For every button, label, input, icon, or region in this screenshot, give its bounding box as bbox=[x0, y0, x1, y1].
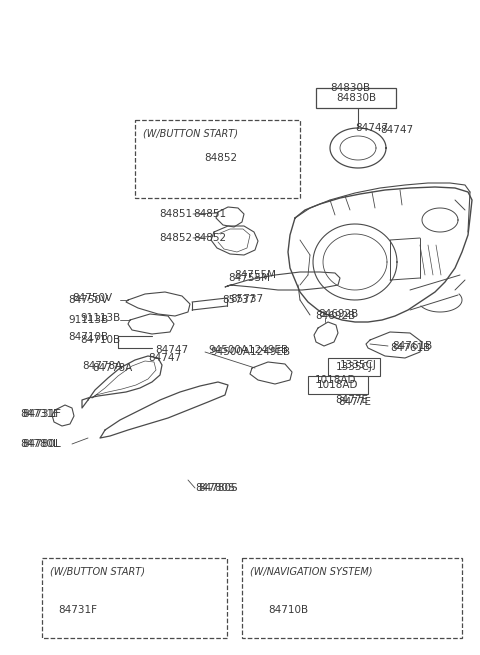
Text: 91113B: 91113B bbox=[80, 313, 120, 323]
Text: 84692B: 84692B bbox=[318, 309, 358, 319]
Text: 84747: 84747 bbox=[380, 125, 413, 135]
Text: 94500A1249EB: 94500A1249EB bbox=[208, 345, 288, 355]
Text: 84851: 84851 bbox=[159, 209, 192, 219]
Text: (W/BUTTON START): (W/BUTTON START) bbox=[50, 567, 145, 577]
Text: 8477E: 8477E bbox=[338, 397, 371, 407]
Text: 84710B: 84710B bbox=[268, 605, 308, 615]
Text: 84692B: 84692B bbox=[315, 311, 355, 321]
Text: 84780L: 84780L bbox=[22, 439, 61, 449]
Text: (W/NAVIGATION SYSTEM): (W/NAVIGATION SYSTEM) bbox=[250, 567, 372, 577]
Bar bbox=[42, 558, 227, 638]
Text: 84778A: 84778A bbox=[92, 363, 132, 373]
Text: 85737: 85737 bbox=[230, 294, 263, 304]
Text: 84731F: 84731F bbox=[20, 409, 59, 419]
Text: 84851: 84851 bbox=[193, 209, 226, 219]
Text: 84747: 84747 bbox=[148, 353, 181, 363]
Text: 84750V: 84750V bbox=[72, 293, 112, 303]
Text: 91113B: 91113B bbox=[68, 315, 108, 325]
Text: 84747: 84747 bbox=[355, 123, 388, 133]
Text: 1018AD: 1018AD bbox=[317, 380, 359, 390]
Text: 84731F: 84731F bbox=[22, 409, 61, 419]
Text: 84710B: 84710B bbox=[68, 332, 108, 342]
Text: 84761B: 84761B bbox=[390, 343, 430, 353]
Bar bbox=[308, 376, 368, 394]
Text: 84731F: 84731F bbox=[58, 605, 97, 615]
Text: 1018AD: 1018AD bbox=[315, 375, 357, 385]
Text: 84755M: 84755M bbox=[234, 270, 276, 280]
Bar bbox=[328, 358, 380, 376]
Text: 84830B: 84830B bbox=[336, 93, 376, 103]
Text: (W/BUTTON START): (W/BUTTON START) bbox=[143, 129, 238, 139]
Text: 84750V: 84750V bbox=[68, 295, 108, 305]
Text: 84710B: 84710B bbox=[80, 335, 120, 345]
Bar bbox=[242, 558, 462, 638]
Text: 84778A: 84778A bbox=[82, 361, 122, 371]
Text: 84761B: 84761B bbox=[392, 341, 432, 351]
Bar bbox=[135, 120, 300, 198]
Text: 84852: 84852 bbox=[193, 233, 226, 243]
Text: 84755M: 84755M bbox=[228, 273, 270, 283]
Text: 84780S: 84780S bbox=[195, 483, 235, 493]
Text: 8477E: 8477E bbox=[335, 395, 368, 405]
Text: 84852: 84852 bbox=[204, 153, 237, 163]
Text: 1335CJ: 1335CJ bbox=[340, 360, 377, 370]
Text: 84852: 84852 bbox=[159, 233, 192, 243]
Text: 85737: 85737 bbox=[222, 295, 255, 305]
Text: 84747: 84747 bbox=[155, 345, 188, 355]
Text: 84780L: 84780L bbox=[20, 439, 59, 449]
Text: 84830B: 84830B bbox=[330, 83, 370, 93]
Text: 84780S: 84780S bbox=[198, 483, 238, 493]
Text: 1335CJ: 1335CJ bbox=[336, 362, 372, 372]
Bar bbox=[316, 88, 396, 108]
Text: 94500A1249EB: 94500A1249EB bbox=[210, 347, 290, 357]
